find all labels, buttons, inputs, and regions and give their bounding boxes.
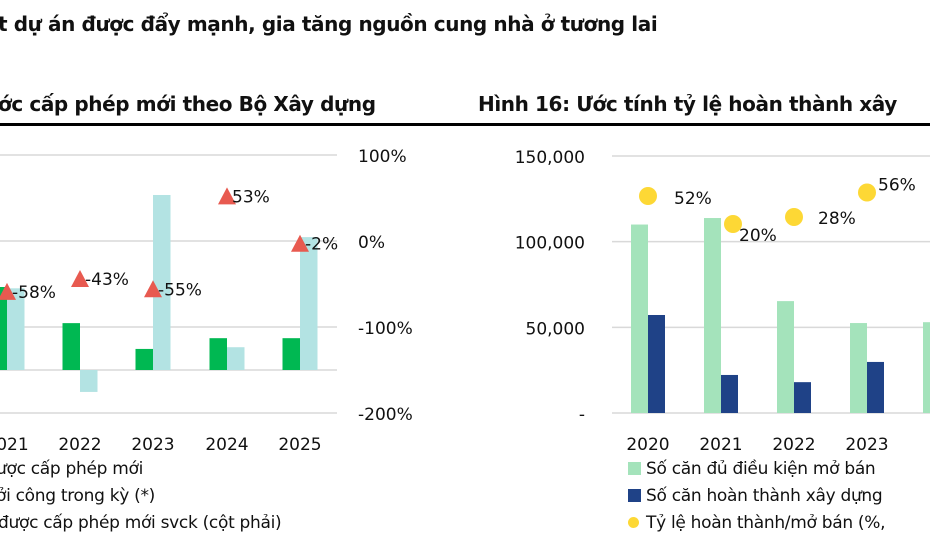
triangle-marker — [218, 187, 236, 205]
bar-starts — [153, 194, 171, 370]
dot-marker — [858, 183, 876, 202]
title-divider — [0, 123, 930, 126]
legend-label: được cấp phép mới svck (cột phải) — [0, 513, 282, 533]
dot-marker — [785, 208, 803, 226]
x-axis-tick: 2021 — [0, 435, 29, 455]
data-label: 28% — [818, 209, 856, 229]
bar-completed-units — [867, 361, 884, 413]
bar-permits — [282, 338, 300, 370]
chart-title-right: Hình 16: Ước tính tỷ lệ hoàn thành xây — [478, 92, 897, 116]
x-axis-tick: 2021 — [699, 435, 742, 455]
bar-eligible-units — [923, 322, 930, 413]
right-axis-tick: 100% — [358, 147, 407, 167]
legend-item-left-1: ởi công trong kỳ (*) — [0, 486, 155, 506]
bar-permits — [62, 323, 80, 370]
y-axis-tick: - — [579, 405, 585, 425]
legend-swatch — [628, 462, 641, 475]
legend-marker — [628, 517, 639, 528]
triangle-marker — [71, 269, 89, 287]
data-label: 56% — [878, 176, 916, 196]
bar-completed-units — [721, 374, 738, 413]
bar-permits — [135, 348, 153, 370]
legend-item-left-0: ược cấp phép mới — [0, 459, 143, 479]
legend-swatch — [628, 489, 641, 502]
y-axis-tick: 100,000 — [515, 234, 585, 254]
legend-label: Tỷ lệ hoàn thành/mở bán (%, — [646, 513, 886, 533]
legend-label: Số căn hoàn thành xây dựng — [646, 486, 883, 506]
triangle-marker — [291, 234, 309, 252]
data-label: -43% — [85, 270, 129, 290]
legend-item-right-2: Tỷ lệ hoàn thành/mở bán (%, — [628, 513, 885, 533]
x-axis-tick: 2025 — [278, 435, 321, 455]
bar-eligible-units — [704, 218, 721, 413]
bar-starts — [227, 347, 245, 370]
x-axis-tick: 2023 — [131, 435, 174, 455]
x-axis-tick: 2020 — [626, 435, 669, 455]
legend-item-right-1: Số căn hoàn thành xây dựng — [628, 486, 883, 506]
x-axis-tick: 2022 — [772, 435, 815, 455]
dot-marker — [724, 215, 742, 233]
legend-label: ởi công trong kỳ (*) — [0, 486, 155, 506]
data-label: -58% — [12, 283, 56, 303]
y-axis-tick: 150,000 — [515, 148, 585, 168]
triangle-marker — [0, 282, 16, 300]
right-axis-tick: 0% — [358, 233, 385, 253]
right-axis-tick: -200% — [358, 405, 413, 425]
bar-eligible-units — [850, 323, 867, 413]
data-label: 20% — [739, 226, 777, 246]
right-axis-tick: -100% — [358, 319, 413, 339]
bar-eligible-units — [777, 301, 794, 413]
legend-label: ược cấp phép mới — [0, 459, 143, 479]
bar-starts — [7, 288, 25, 370]
page-title: t dự án được đẩy mạnh, gia tăng nguồn cu… — [0, 12, 658, 36]
bar-completed-units — [794, 382, 811, 413]
legend-label: Số căn đủ điều kiện mở bán — [646, 459, 876, 479]
data-label: -55% — [158, 280, 202, 300]
triangle-marker — [144, 280, 162, 298]
bar-eligible-units — [631, 224, 648, 413]
legend-item-right-0: Số căn đủ điều kiện mở bán — [628, 459, 876, 479]
data-label: 53% — [232, 187, 270, 207]
bar-completed-units — [648, 314, 665, 413]
bar-starts — [80, 370, 98, 392]
chart-title-left: ớc cấp phép mới theo Bộ Xây dựng — [0, 92, 376, 116]
bar-permits — [209, 338, 227, 370]
bar-permits — [0, 287, 7, 370]
x-axis-tick: 2022 — [58, 435, 101, 455]
data-label: 52% — [674, 189, 712, 209]
data-label: -2% — [305, 235, 338, 255]
dot-marker — [639, 187, 657, 205]
x-axis-tick: 2023 — [845, 435, 888, 455]
bar-starts — [300, 237, 318, 370]
x-axis-tick: 2024 — [205, 435, 248, 455]
legend-item-left-2: được cấp phép mới svck (cột phải) — [0, 513, 282, 533]
y-axis-tick: 50,000 — [526, 319, 585, 339]
